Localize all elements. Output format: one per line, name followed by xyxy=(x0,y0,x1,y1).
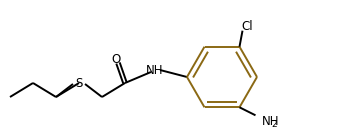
Text: S: S xyxy=(75,76,83,90)
Text: NH: NH xyxy=(262,115,279,128)
Text: Cl: Cl xyxy=(242,20,253,33)
Text: O: O xyxy=(112,53,121,65)
Text: 2: 2 xyxy=(271,120,277,129)
Text: NH: NH xyxy=(146,64,164,76)
